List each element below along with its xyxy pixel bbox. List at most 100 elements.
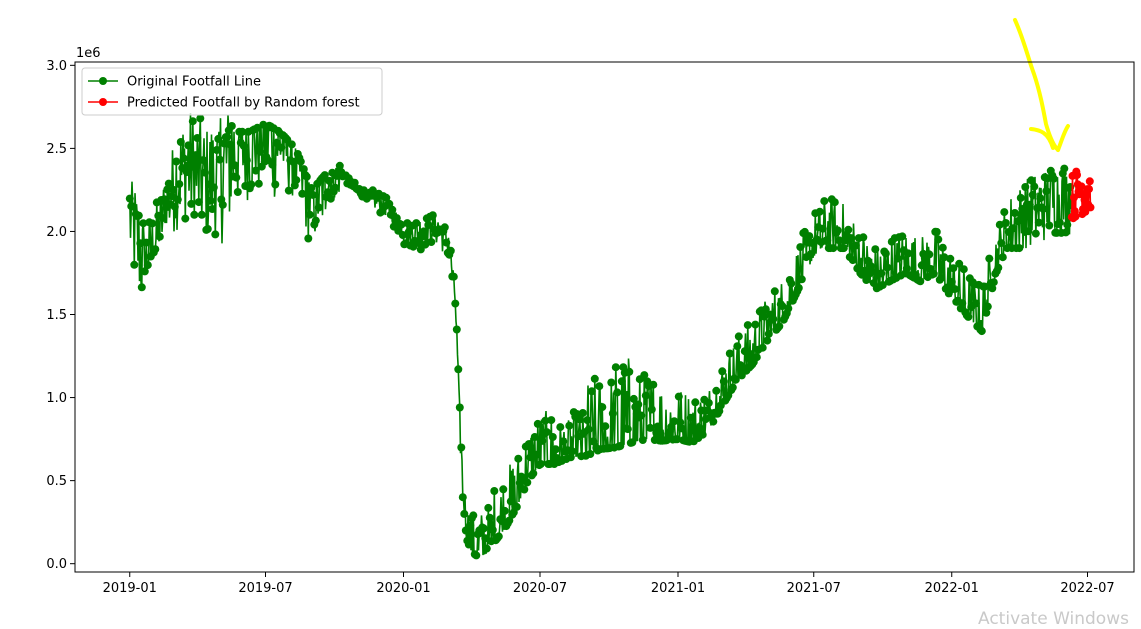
series-original-point xyxy=(743,321,752,330)
series-original-point xyxy=(1024,227,1033,236)
series-original-point xyxy=(398,231,407,239)
series-original-point xyxy=(196,114,205,123)
series-original-point xyxy=(194,198,203,207)
series-original-point xyxy=(556,423,565,432)
series-original-point xyxy=(172,157,181,166)
series-original-point xyxy=(584,425,593,434)
series-original-point xyxy=(778,302,787,311)
series-original-point xyxy=(190,210,199,219)
series-original-point xyxy=(215,155,224,164)
series-original-point xyxy=(139,219,148,228)
series-original-point xyxy=(304,234,313,243)
series-original-point xyxy=(752,353,761,362)
series-predicted-point xyxy=(1077,182,1086,191)
series-original-point xyxy=(424,221,433,229)
series-original-point xyxy=(1034,218,1043,227)
series-original-point xyxy=(206,196,215,205)
series-original-point xyxy=(305,210,314,219)
series-original-point xyxy=(770,287,779,296)
series-original-point xyxy=(697,406,706,415)
series-original-point xyxy=(796,243,805,252)
series-original-point xyxy=(242,156,251,165)
series-original-point xyxy=(323,188,332,197)
series-original-point xyxy=(452,325,461,334)
x-tick-label: 2019-01 xyxy=(103,581,157,596)
series-original-point xyxy=(404,227,413,236)
series-original-point xyxy=(628,438,637,447)
series-original-point xyxy=(997,239,1006,248)
series-original-point xyxy=(200,168,209,177)
series-original-point xyxy=(446,246,455,255)
series-original-point xyxy=(784,304,793,313)
series-original-point xyxy=(259,120,268,129)
series-original-point xyxy=(670,417,679,426)
series-original-point xyxy=(871,245,880,254)
series-original-point xyxy=(595,382,604,391)
series-original-point xyxy=(454,365,463,374)
series-original-point xyxy=(307,184,316,192)
series-original-point xyxy=(629,394,638,403)
series-original-point xyxy=(179,154,188,163)
series-original-point xyxy=(662,436,671,445)
series-original-point xyxy=(251,166,260,175)
series-original-point xyxy=(883,263,892,272)
series-original-point xyxy=(565,421,574,430)
series-original-point xyxy=(980,282,989,291)
series-original-point xyxy=(214,134,223,143)
series-original-point xyxy=(181,214,190,223)
legend-label: Original Footfall Line xyxy=(127,75,261,90)
y-tick-label: 2.5 xyxy=(46,142,67,157)
series-original-point xyxy=(1000,208,1009,217)
series-original-point xyxy=(725,349,734,358)
series-original-point xyxy=(247,180,256,189)
series-original-point xyxy=(598,403,607,412)
series-original-point xyxy=(641,391,650,400)
series-original-point xyxy=(512,502,521,511)
series-original-point xyxy=(989,278,998,287)
series-original-point xyxy=(203,225,212,233)
series-original-point xyxy=(542,428,551,437)
series-predicted-point xyxy=(1071,212,1080,221)
series-original-point xyxy=(574,432,583,441)
series-original-point xyxy=(1060,164,1069,173)
series-original-point xyxy=(611,363,620,372)
series-original-point xyxy=(488,525,497,534)
series-original-point xyxy=(634,400,643,409)
series-original-point xyxy=(902,264,911,273)
series-original-point xyxy=(647,405,656,414)
series-original-point xyxy=(428,211,437,220)
series-original-point xyxy=(500,506,509,515)
series-original-point xyxy=(877,269,886,278)
series-original-point xyxy=(835,236,844,245)
series-original-point xyxy=(839,244,848,253)
series-original-point xyxy=(148,219,157,228)
series-original-point xyxy=(268,160,277,169)
series-original-point xyxy=(185,164,194,172)
y-offset-label: 1e6 xyxy=(76,46,101,61)
series-original-point xyxy=(193,134,202,142)
series-original-point xyxy=(691,398,700,407)
series-original-point xyxy=(130,260,139,269)
series-original-point xyxy=(419,227,428,236)
series-original-point xyxy=(608,409,617,418)
series-original-point xyxy=(208,205,217,213)
series-original-point xyxy=(946,254,955,263)
series-original-point xyxy=(806,250,815,259)
series-original-point xyxy=(296,157,305,166)
series-original-point xyxy=(937,273,946,282)
series-original-point xyxy=(1021,183,1030,191)
series-original-point xyxy=(977,327,986,336)
series-original-point xyxy=(170,202,179,211)
series-original-point xyxy=(479,524,488,533)
series-original-point xyxy=(385,199,394,208)
series-original-point xyxy=(934,235,943,244)
series-original-point xyxy=(994,263,1003,272)
series-original-point xyxy=(326,194,335,203)
series-original-point xyxy=(638,436,647,444)
series-original-point xyxy=(898,232,907,241)
series-original-point xyxy=(971,299,980,308)
series-original-point xyxy=(388,205,397,214)
series-original-point xyxy=(947,278,956,286)
series-original-point xyxy=(197,210,206,219)
series-original-point xyxy=(568,447,577,456)
